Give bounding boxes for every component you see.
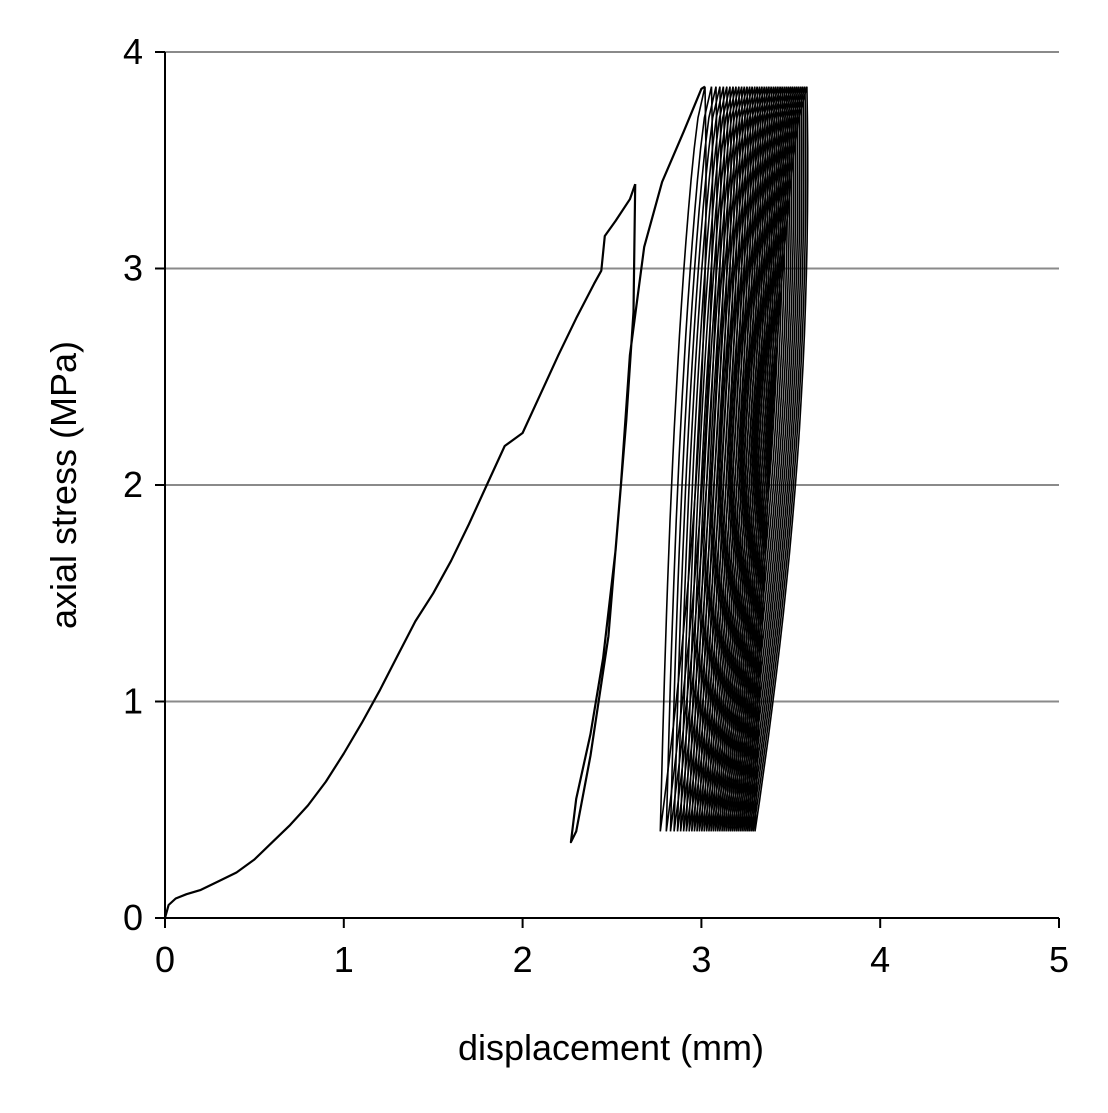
axes <box>155 51 1060 928</box>
y-tick-label-4: 4 <box>123 31 143 72</box>
loading-curve <box>163 183 637 919</box>
data-series <box>163 85 809 919</box>
gridlines <box>165 51 1059 703</box>
cyclic-loop-38 <box>750 86 805 832</box>
cyclic-loop-35 <box>745 86 799 832</box>
y-tick-label-2: 2 <box>123 464 143 505</box>
cyclic-loop-5 <box>676 86 726 832</box>
cyclic-loop-37 <box>748 86 803 832</box>
cyclic-loop-36 <box>746 86 801 832</box>
first-unload-reload-loop <box>569 85 706 844</box>
cyclic-loop-32 <box>739 86 793 832</box>
x-tick-label-2: 2 <box>513 939 533 980</box>
x-tick-label-1: 1 <box>334 939 354 980</box>
tick-labels: 0 1 2 3 4 0 1 2 3 4 5 <box>123 31 1069 980</box>
y-tick-label-1: 1 <box>123 681 143 722</box>
cyclic-loop-17 <box>708 86 759 832</box>
cyclic-loop-8 <box>685 86 735 832</box>
cyclic-loop-40 <box>754 86 809 832</box>
y-tick-label-3: 3 <box>123 248 143 289</box>
cyclic-loop-23 <box>721 86 774 832</box>
cyclic-loop-33 <box>741 86 795 832</box>
x-tick-label-5: 5 <box>1049 939 1069 980</box>
cyclic-loop-34 <box>743 86 797 832</box>
cyclic-loop-30 <box>735 86 789 832</box>
x-axis-title: displacement (mm) <box>458 1027 764 1068</box>
y-axis-title: axial stress (MPa) <box>43 341 84 629</box>
x-tick-label-0: 0 <box>155 939 175 980</box>
cyclic-loop-28 <box>731 86 785 832</box>
cyclic-loop-12 <box>696 86 747 832</box>
cyclic-loop-31 <box>737 86 791 832</box>
cyclic-loop-29 <box>733 86 787 832</box>
x-tick-label-4: 4 <box>870 939 890 980</box>
x-tick-label-3: 3 <box>691 939 711 980</box>
y-tick-label-0: 0 <box>123 897 143 938</box>
cyclic-loop-39 <box>752 86 807 832</box>
